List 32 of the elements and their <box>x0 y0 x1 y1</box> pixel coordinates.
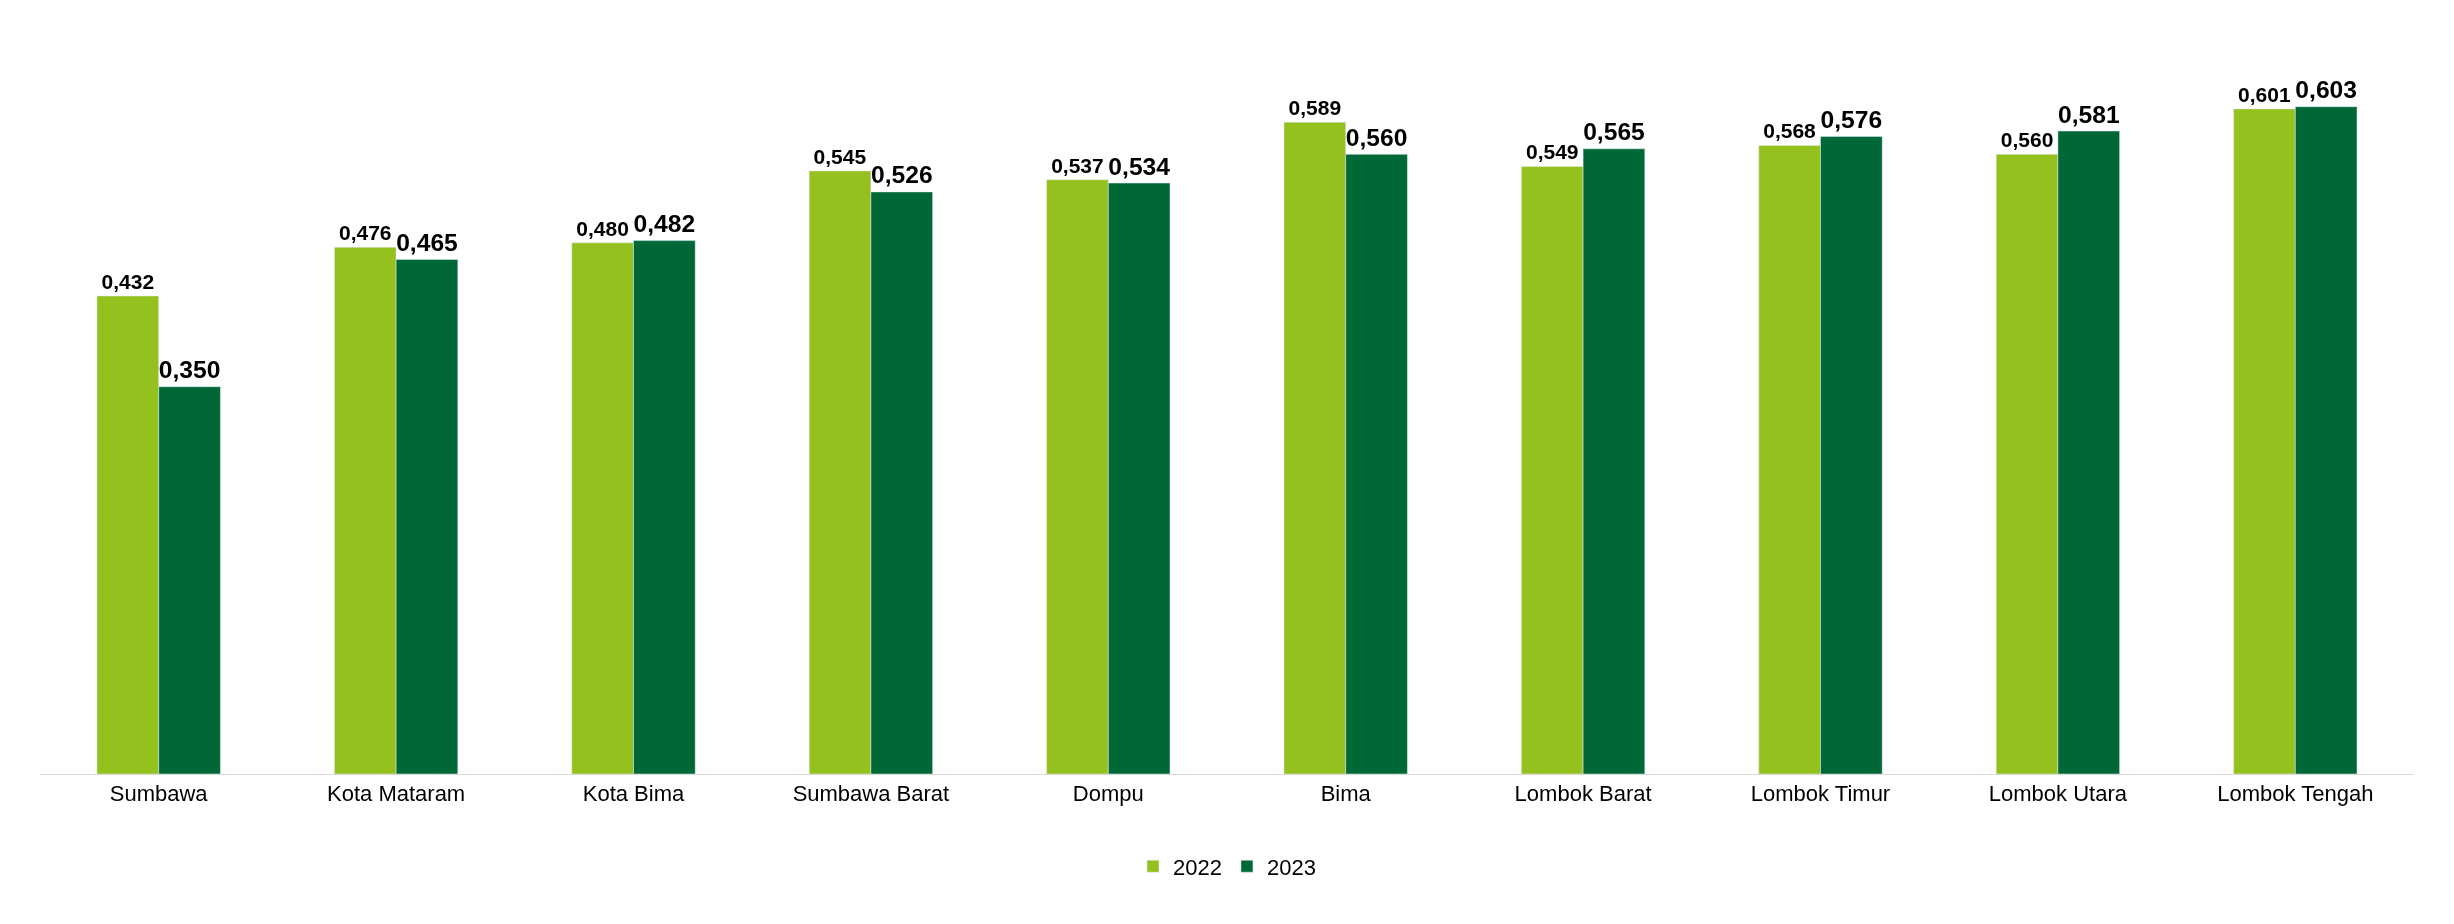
data-label: 0,534 <box>1108 152 1171 180</box>
x-tick-label: Lombok Timur <box>1750 781 1891 807</box>
data-label: 0,576 <box>1820 106 1883 134</box>
data-label: 0,482 <box>633 210 696 238</box>
data-label: 0,476 <box>338 221 392 245</box>
data-label: 0,560 <box>2000 128 2054 152</box>
legend-label: 2022 <box>1173 854 1222 880</box>
data-label: 0,560 <box>1345 123 1408 151</box>
data-label: 0,465 <box>396 228 459 256</box>
x-tick-label: Dompu <box>1072 781 1144 807</box>
x-tick-label: Bima <box>1320 781 1372 807</box>
data-label: 0,603 <box>2295 76 2357 104</box>
x-tick-label: Lombok Tengah <box>2217 781 2374 807</box>
data-label: 0,432 <box>101 269 155 293</box>
x-tick-label: Kota Bima <box>582 781 686 807</box>
x-tick-label: Sumbawa <box>109 781 209 807</box>
data-label: 0,350 <box>158 356 221 384</box>
data-label: 0,549 <box>1525 140 1579 164</box>
x-tick-label: Sumbawa Barat <box>792 781 950 807</box>
x-tick-label: Kota Mataram <box>327 781 466 807</box>
data-label: 0,537 <box>1051 153 1104 177</box>
legend-label: 2023 <box>1266 854 1316 880</box>
data-label: 0,526 <box>870 161 933 189</box>
data-label: 0,589 <box>1288 96 1342 120</box>
data-label: 0,480 <box>576 216 629 240</box>
data-label: 0,601 <box>2238 82 2291 106</box>
x-tick-label: Lombok Barat <box>1514 781 1652 807</box>
data-label: 0,581 <box>2057 100 2120 128</box>
data-label: 0,568 <box>1763 119 1817 143</box>
data-label: 0,545 <box>813 144 867 168</box>
x-tick-label: Lombok Utara <box>1988 781 2128 807</box>
data-label: 0,565 <box>1583 118 1646 146</box>
